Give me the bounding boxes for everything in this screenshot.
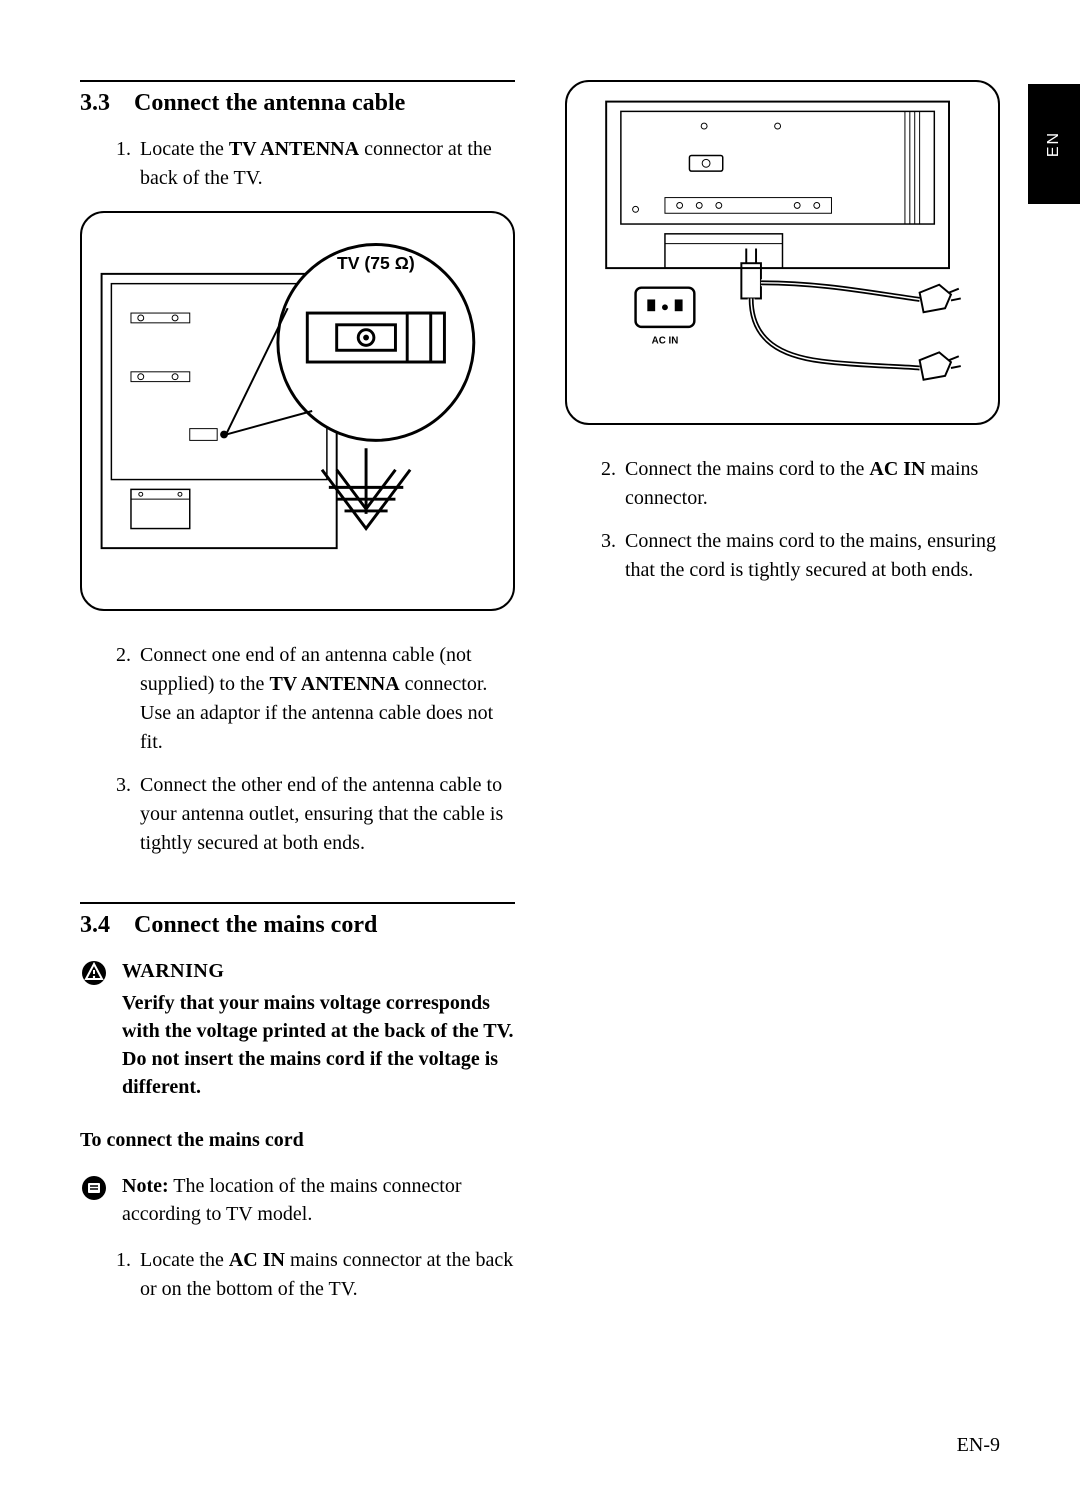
- warning-text: Verify that your mains voltage correspon…: [122, 989, 515, 1101]
- mains-step-3: Connect the mains cord to the mains, ens…: [621, 527, 1000, 585]
- section-3-4-num: 3.4: [80, 912, 110, 939]
- note-text: The location of the mains connector acco…: [122, 1175, 462, 1225]
- antenna-step-1: Locate the TV ANTENNA connector at the b…: [136, 135, 515, 193]
- section-3-3-text: Connect the antenna cable: [134, 90, 405, 117]
- right-column: AC IN: [565, 80, 1000, 1318]
- warning-block: WARNING Verify that your mains voltage c…: [80, 957, 515, 1101]
- section-3-4-text: Connect the mains cord: [134, 912, 377, 939]
- antenna-step-3: Connect the other end of the antenna cab…: [136, 771, 515, 858]
- mains-step-2: Connect the mains cord to the AC IN main…: [621, 455, 1000, 513]
- note-icon: [80, 1174, 108, 1202]
- mains-figure: AC IN: [565, 80, 1000, 425]
- page-number: EN-9: [957, 1434, 1000, 1457]
- warning-icon: [80, 959, 108, 987]
- note-block: Note: The location of the mains connecto…: [80, 1172, 515, 1228]
- antenna-figure: TV (75 Ω): [80, 211, 515, 611]
- warning-label: WARNING: [122, 957, 515, 985]
- mains-subhead: To connect the mains cord: [80, 1129, 515, 1152]
- note-body: Note: The location of the mains connecto…: [122, 1172, 515, 1228]
- mains-steps-left: Locate the AC IN mains connector at the …: [80, 1246, 515, 1304]
- antenna-diagram-svg: TV (75 Ω): [82, 213, 513, 609]
- mains-step-1: Locate the AC IN mains connector at the …: [136, 1246, 515, 1304]
- antenna-steps-1: Locate the TV ANTENNA connector at the b…: [80, 135, 515, 193]
- section-3-3-title: 3.3 Connect the antenna cable: [80, 80, 515, 117]
- language-tab: EN: [1028, 84, 1080, 204]
- mains-diagram-svg: AC IN: [567, 82, 998, 420]
- left-column: 3.3 Connect the antenna cable Locate the…: [80, 80, 515, 1318]
- section-3-3-num: 3.3: [80, 90, 110, 117]
- tv75-label: TV (75 Ω): [337, 253, 415, 273]
- antenna-steps-2: Connect one end of an antenna cable (not…: [80, 641, 515, 858]
- note-label: Note:: [122, 1175, 169, 1197]
- language-tab-text: EN: [1045, 131, 1063, 157]
- svg-text:AC IN: AC IN: [652, 336, 679, 347]
- mains-steps-right: Connect the mains cord to the AC IN main…: [565, 455, 1000, 585]
- antenna-step-2: Connect one end of an antenna cable (not…: [136, 641, 515, 757]
- section-3-4-title: 3.4 Connect the mains cord: [80, 902, 515, 939]
